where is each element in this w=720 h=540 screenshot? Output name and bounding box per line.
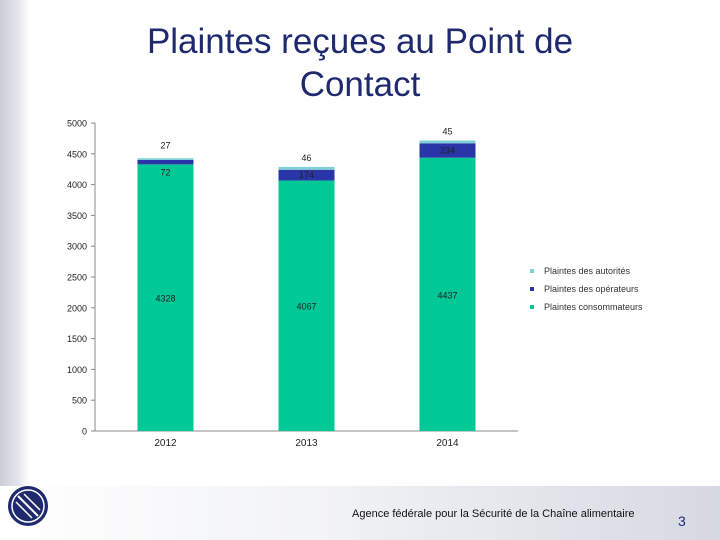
y-tick-label: 3000 <box>67 242 87 252</box>
legend-item: Plaintes des autorités <box>530 262 643 280</box>
x-tick-label: 2014 <box>436 438 459 449</box>
legend-item: Plaintes des opérateurs <box>530 280 643 298</box>
data-label: 46 <box>301 153 311 163</box>
y-tick-label: 0 <box>82 427 87 437</box>
legend-swatch <box>530 305 534 309</box>
legend-swatch <box>530 287 534 291</box>
y-tick-label: 500 <box>72 396 87 406</box>
bar-segment <box>278 169 335 181</box>
bar-segment <box>278 180 335 431</box>
y-tick-label: 2500 <box>67 273 87 283</box>
bar-segment <box>278 166 335 170</box>
data-label: 174 <box>299 170 314 180</box>
legend-swatch <box>530 269 534 273</box>
left-decorative-band <box>0 0 30 540</box>
y-tick-label: 4000 <box>67 180 87 190</box>
y-tick-label: 1500 <box>67 334 87 344</box>
agency-name: Agence fédérale pour la Sécurité de la C… <box>352 508 635 520</box>
bar-segment <box>137 164 194 431</box>
bar-segment <box>419 140 476 144</box>
y-tick-label: 5000 <box>67 119 87 129</box>
data-label: 45 <box>442 126 452 136</box>
bar-segment <box>137 158 194 160</box>
data-label: 27 <box>160 140 170 150</box>
page-title: Plaintes reçues au Point de Contact <box>60 20 660 106</box>
chart-legend: Plaintes des autorités Plaintes des opéra… <box>530 262 643 316</box>
y-tick-label: 1000 <box>67 365 87 375</box>
legend-label: Plaintes consommateurs <box>544 302 643 312</box>
page-number: 3 <box>678 513 686 529</box>
y-tick-label: 4500 <box>67 149 87 159</box>
footer-band <box>0 486 720 540</box>
x-tick-label: 2013 <box>295 438 318 449</box>
y-tick-label: 3500 <box>67 211 87 221</box>
title-line-2: Contact <box>299 65 421 104</box>
legend-item: Plaintes consommateurs <box>530 298 643 316</box>
bar-segment <box>137 159 194 165</box>
data-label: 234 <box>440 145 455 155</box>
data-label: 4067 <box>296 302 316 312</box>
bar-segment <box>419 143 476 158</box>
legend-label: Plaintes des opérateurs <box>544 284 639 294</box>
bar-segment <box>419 157 476 432</box>
legend-label: Plaintes des autorités <box>544 266 631 276</box>
x-tick-label: 2012 <box>154 438 177 449</box>
afsca-logo-icon <box>8 486 48 526</box>
data-label: 72 <box>160 167 170 177</box>
data-label: 4437 <box>437 290 457 300</box>
title-line-1: Plaintes reçues au Point de <box>146 22 574 61</box>
y-tick-label: 2000 <box>67 303 87 313</box>
data-label: 4328 <box>155 294 175 304</box>
